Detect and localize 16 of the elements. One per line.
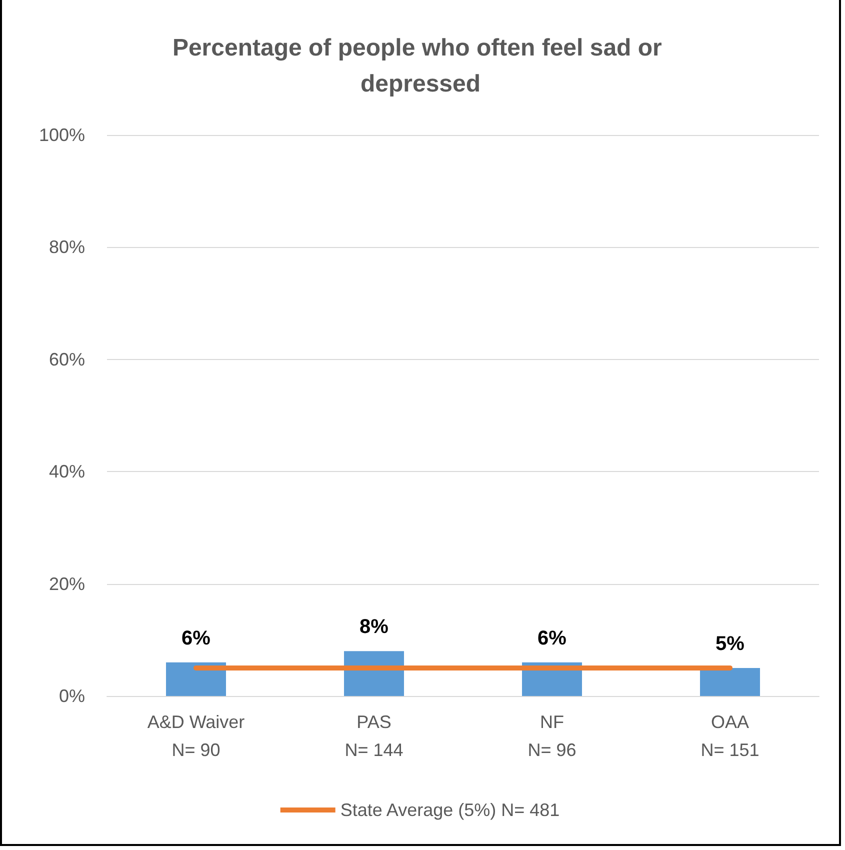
data-label: 6% xyxy=(182,627,211,650)
x-tick-label: OAA N= 151 xyxy=(700,712,760,760)
x-tick-label: A&D Waiver N= 90 xyxy=(147,712,245,760)
data-label: 6% xyxy=(538,627,567,650)
data-label: 5% xyxy=(716,632,745,655)
legend-label: State Average (5%) N= 481 xyxy=(340,800,560,820)
data-label: 8% xyxy=(360,616,389,638)
chart-title: Percentage of people who often feel sad or depressed xyxy=(172,34,669,98)
y-tick-label: 0% xyxy=(58,686,85,706)
y-tick-label: 60% xyxy=(48,349,85,370)
y-tick-label: 100% xyxy=(38,125,85,145)
x-tick-label: PAS N= 144 xyxy=(344,712,404,760)
x-tick-label: NF N= 96 xyxy=(528,712,576,760)
y-tick-label: 80% xyxy=(48,237,85,258)
y-tick-label: 20% xyxy=(48,574,85,594)
y-tick-label: 40% xyxy=(48,462,85,482)
